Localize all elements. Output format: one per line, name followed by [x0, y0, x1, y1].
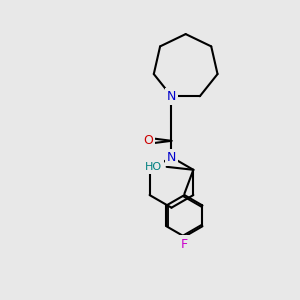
Text: N: N [167, 151, 176, 164]
Text: N: N [167, 90, 176, 103]
Text: HO: HO [145, 162, 162, 172]
Text: F: F [181, 238, 188, 250]
Text: O: O [143, 134, 153, 147]
